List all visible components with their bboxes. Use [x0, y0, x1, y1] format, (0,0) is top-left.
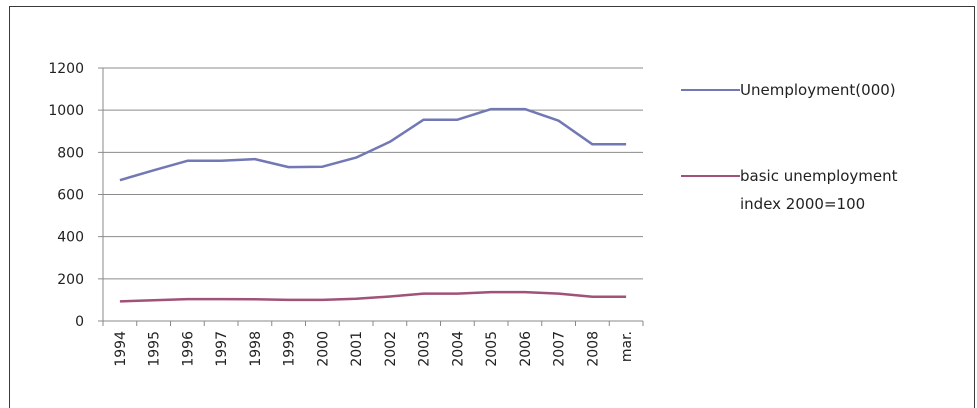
x-tick-label: 2001	[349, 331, 365, 367]
y-tick-label: 1200	[48, 61, 84, 77]
chart-frame	[9, 6, 975, 408]
x-tick-label: 2003	[417, 331, 433, 367]
x-tick-label: 2000	[315, 331, 331, 367]
y-tick-label: 800	[57, 145, 84, 161]
y-tick-label: 600	[57, 188, 84, 204]
x-tick-label: 1999	[282, 331, 298, 367]
x-tick-label: 2004	[450, 331, 466, 367]
y-tick-label: 400	[57, 230, 84, 246]
series-line-1	[119, 290, 627, 303]
x-tick-label: 1998	[248, 331, 264, 367]
x-tick-label: 2006	[518, 331, 534, 367]
x-tick-label: 2005	[484, 331, 500, 367]
x-tick-label: 1994	[113, 331, 129, 367]
x-tick-label: mar.	[619, 331, 635, 362]
legend-label-unemployment: Unemployment(000)	[740, 81, 896, 99]
x-tick-label: 1996	[180, 331, 196, 367]
y-tick-label: 0	[75, 314, 84, 330]
x-tick-label: 1995	[147, 331, 163, 367]
y-tick-label: 200	[57, 272, 84, 288]
legend-label-basic-index: basic unemployment index 2000=100	[740, 167, 898, 213]
x-tick-label: 2002	[383, 331, 399, 367]
x-tick-label: 2007	[552, 331, 568, 367]
series-line-0	[119, 107, 627, 182]
y-tick-label: 1000	[48, 103, 84, 119]
x-tick-label: 1997	[214, 331, 230, 367]
x-tick-label: 2008	[585, 331, 601, 367]
